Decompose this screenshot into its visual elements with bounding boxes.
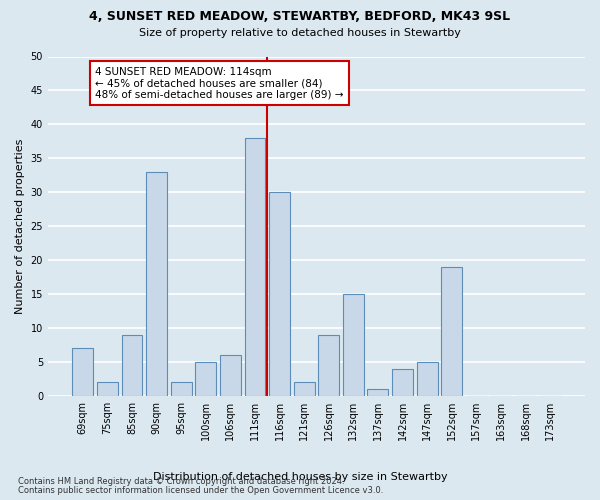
Bar [319,334,339,396]
Bar [269,192,290,396]
Bar [367,389,388,396]
Bar [146,172,167,396]
Text: Contains public sector information licensed under the Open Government Licence v3: Contains public sector information licen… [18,486,383,495]
Bar [441,267,462,396]
Text: Distribution of detached houses by size in Stewartby: Distribution of detached houses by size … [152,472,448,482]
Text: Size of property relative to detached houses in Stewartby: Size of property relative to detached ho… [139,28,461,38]
Text: Contains HM Land Registry data © Crown copyright and database right 2024.: Contains HM Land Registry data © Crown c… [18,477,344,486]
Bar [294,382,314,396]
Y-axis label: Number of detached properties: Number of detached properties [15,138,25,314]
Bar [196,362,216,396]
Bar [343,294,364,396]
Text: 4, SUNSET RED MEADOW, STEWARTBY, BEDFORD, MK43 9SL: 4, SUNSET RED MEADOW, STEWARTBY, BEDFORD… [89,10,511,23]
Bar [245,138,265,396]
Bar [122,334,142,396]
Bar [73,348,93,396]
Bar [220,355,241,396]
Text: 4 SUNSET RED MEADOW: 114sqm
← 45% of detached houses are smaller (84)
48% of sem: 4 SUNSET RED MEADOW: 114sqm ← 45% of det… [95,66,344,100]
Bar [416,362,437,396]
Bar [97,382,118,396]
Bar [392,368,413,396]
Bar [171,382,191,396]
